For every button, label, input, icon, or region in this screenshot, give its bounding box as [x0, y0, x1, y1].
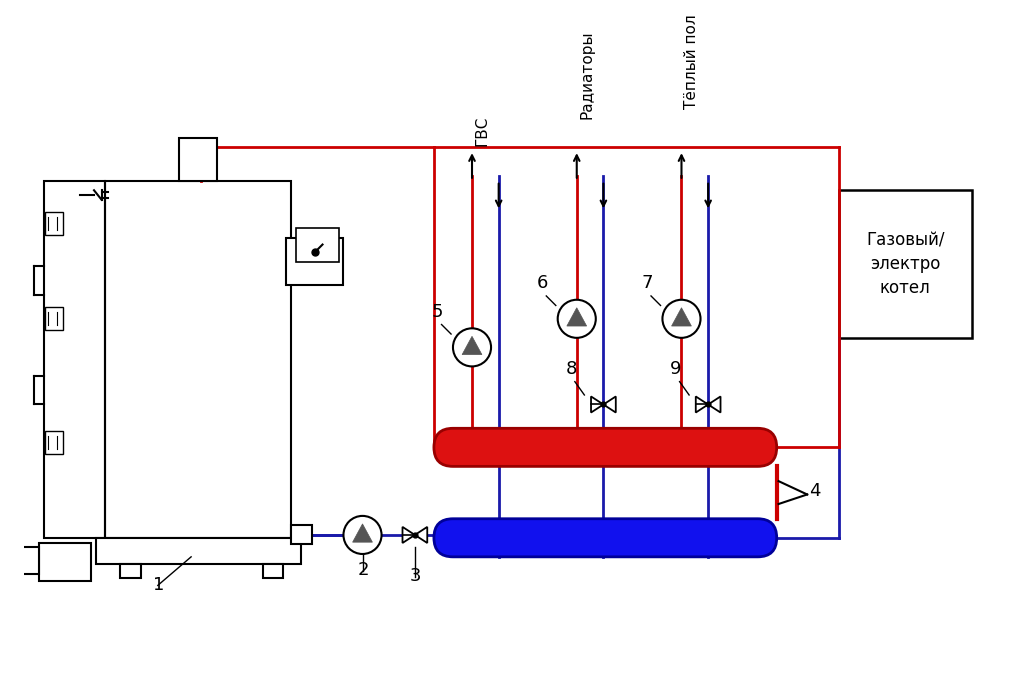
Bar — [287, 238, 343, 286]
Polygon shape — [402, 527, 415, 543]
Text: Радиаторы: Радиаторы — [580, 30, 595, 119]
FancyBboxPatch shape — [434, 428, 776, 466]
Text: 5: 5 — [432, 303, 443, 321]
Bar — [39, 543, 91, 581]
Polygon shape — [672, 308, 691, 326]
Text: 8: 8 — [565, 360, 577, 378]
Bar — [839, 191, 972, 338]
Polygon shape — [603, 396, 615, 412]
Text: 1: 1 — [153, 576, 165, 594]
Text: 4: 4 — [809, 482, 820, 500]
Circle shape — [558, 300, 596, 338]
Polygon shape — [709, 396, 721, 412]
Polygon shape — [415, 527, 427, 543]
Bar — [17, 547, 39, 574]
Bar — [296, 229, 339, 262]
Bar — [45, 212, 62, 235]
Text: 3: 3 — [411, 567, 422, 585]
Bar — [120, 565, 140, 578]
Bar — [45, 431, 62, 454]
Circle shape — [343, 516, 382, 554]
Text: ГВС: ГВС — [475, 115, 489, 146]
Text: 6: 6 — [537, 274, 548, 292]
Bar — [96, 538, 301, 565]
FancyBboxPatch shape — [434, 519, 776, 557]
Circle shape — [453, 328, 492, 367]
Polygon shape — [462, 336, 482, 355]
Bar — [291, 525, 312, 545]
Text: Газовый/
электро
котел: Газовый/ электро котел — [866, 231, 944, 297]
Polygon shape — [352, 524, 373, 542]
Bar — [44, 181, 105, 538]
Bar — [262, 565, 284, 578]
Text: Тёплый пол: Тёплый пол — [684, 15, 699, 109]
Polygon shape — [695, 396, 709, 412]
Text: 9: 9 — [670, 360, 682, 378]
Text: 7: 7 — [641, 274, 653, 292]
Bar — [45, 308, 62, 331]
Text: 2: 2 — [357, 561, 370, 579]
Circle shape — [663, 300, 700, 338]
Bar — [179, 138, 217, 181]
Polygon shape — [591, 396, 603, 412]
Bar — [105, 181, 291, 538]
Polygon shape — [567, 308, 587, 326]
